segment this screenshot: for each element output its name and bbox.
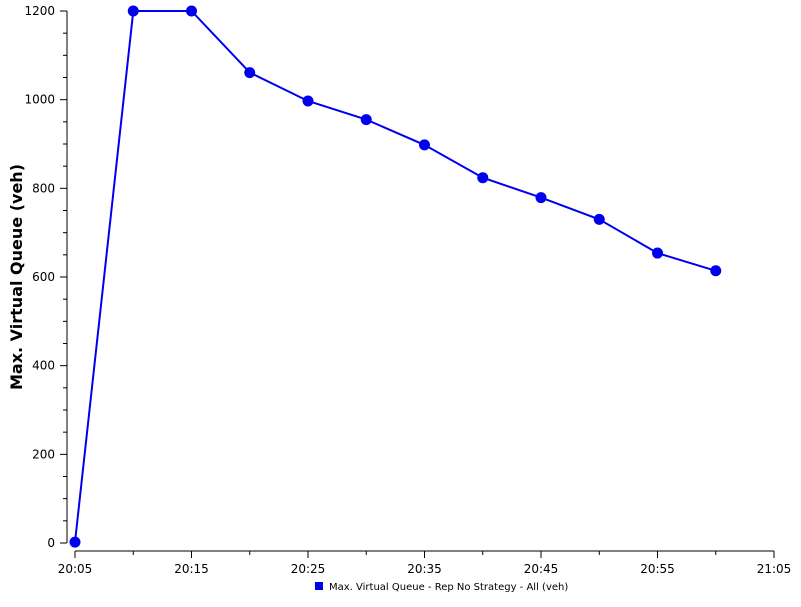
y-tick-label: 0: [47, 536, 55, 550]
x-tick-label: 21:05: [757, 562, 792, 576]
data-point: [593, 213, 605, 225]
x-tick-label: 20:45: [524, 562, 559, 576]
x-tick-label: 20:55: [640, 562, 675, 576]
y-tick-label: 800: [32, 181, 55, 195]
y-axis-ticks: 0 200 400 600 800 1000 1200: [24, 4, 67, 550]
y-tick-label: 1200: [24, 4, 55, 18]
chart-axes: [66, 11, 774, 552]
data-point: [477, 172, 489, 184]
data-point: [186, 5, 197, 17]
data-point: [127, 5, 139, 17]
data-point: [535, 192, 547, 204]
legend-swatch: [315, 582, 323, 590]
legend-label: Max. Virtual Queue - Rep No Strategy - A…: [329, 582, 568, 593]
data-point: [360, 114, 372, 126]
plot-series: [69, 5, 722, 548]
x-tick-label: 20:25: [291, 562, 326, 576]
legend: Max. Virtual Queue - Rep No Strategy - A…: [315, 582, 568, 593]
data-point: [69, 536, 81, 548]
data-point: [419, 139, 430, 151]
data-point: [302, 95, 314, 107]
y-tick-label: 200: [32, 447, 55, 461]
y-axis-title: Max. Virtual Queue (veh): [7, 164, 26, 390]
series-line: [74, 10, 717, 543]
y-tick-label: 400: [32, 359, 55, 373]
y-tick-label: 1000: [24, 93, 55, 107]
x-axis-ticks: 20:05 20:15 20:25 20:35 20:45 20:55 21:05: [58, 551, 792, 576]
x-tick-label: 20:35: [407, 562, 442, 576]
data-point: [710, 265, 722, 277]
data-point: [652, 247, 663, 259]
x-tick-label: 20:15: [174, 562, 209, 576]
data-point: [244, 67, 256, 79]
y-tick-label: 600: [32, 270, 55, 284]
x-tick-label: 20:05: [58, 562, 93, 576]
